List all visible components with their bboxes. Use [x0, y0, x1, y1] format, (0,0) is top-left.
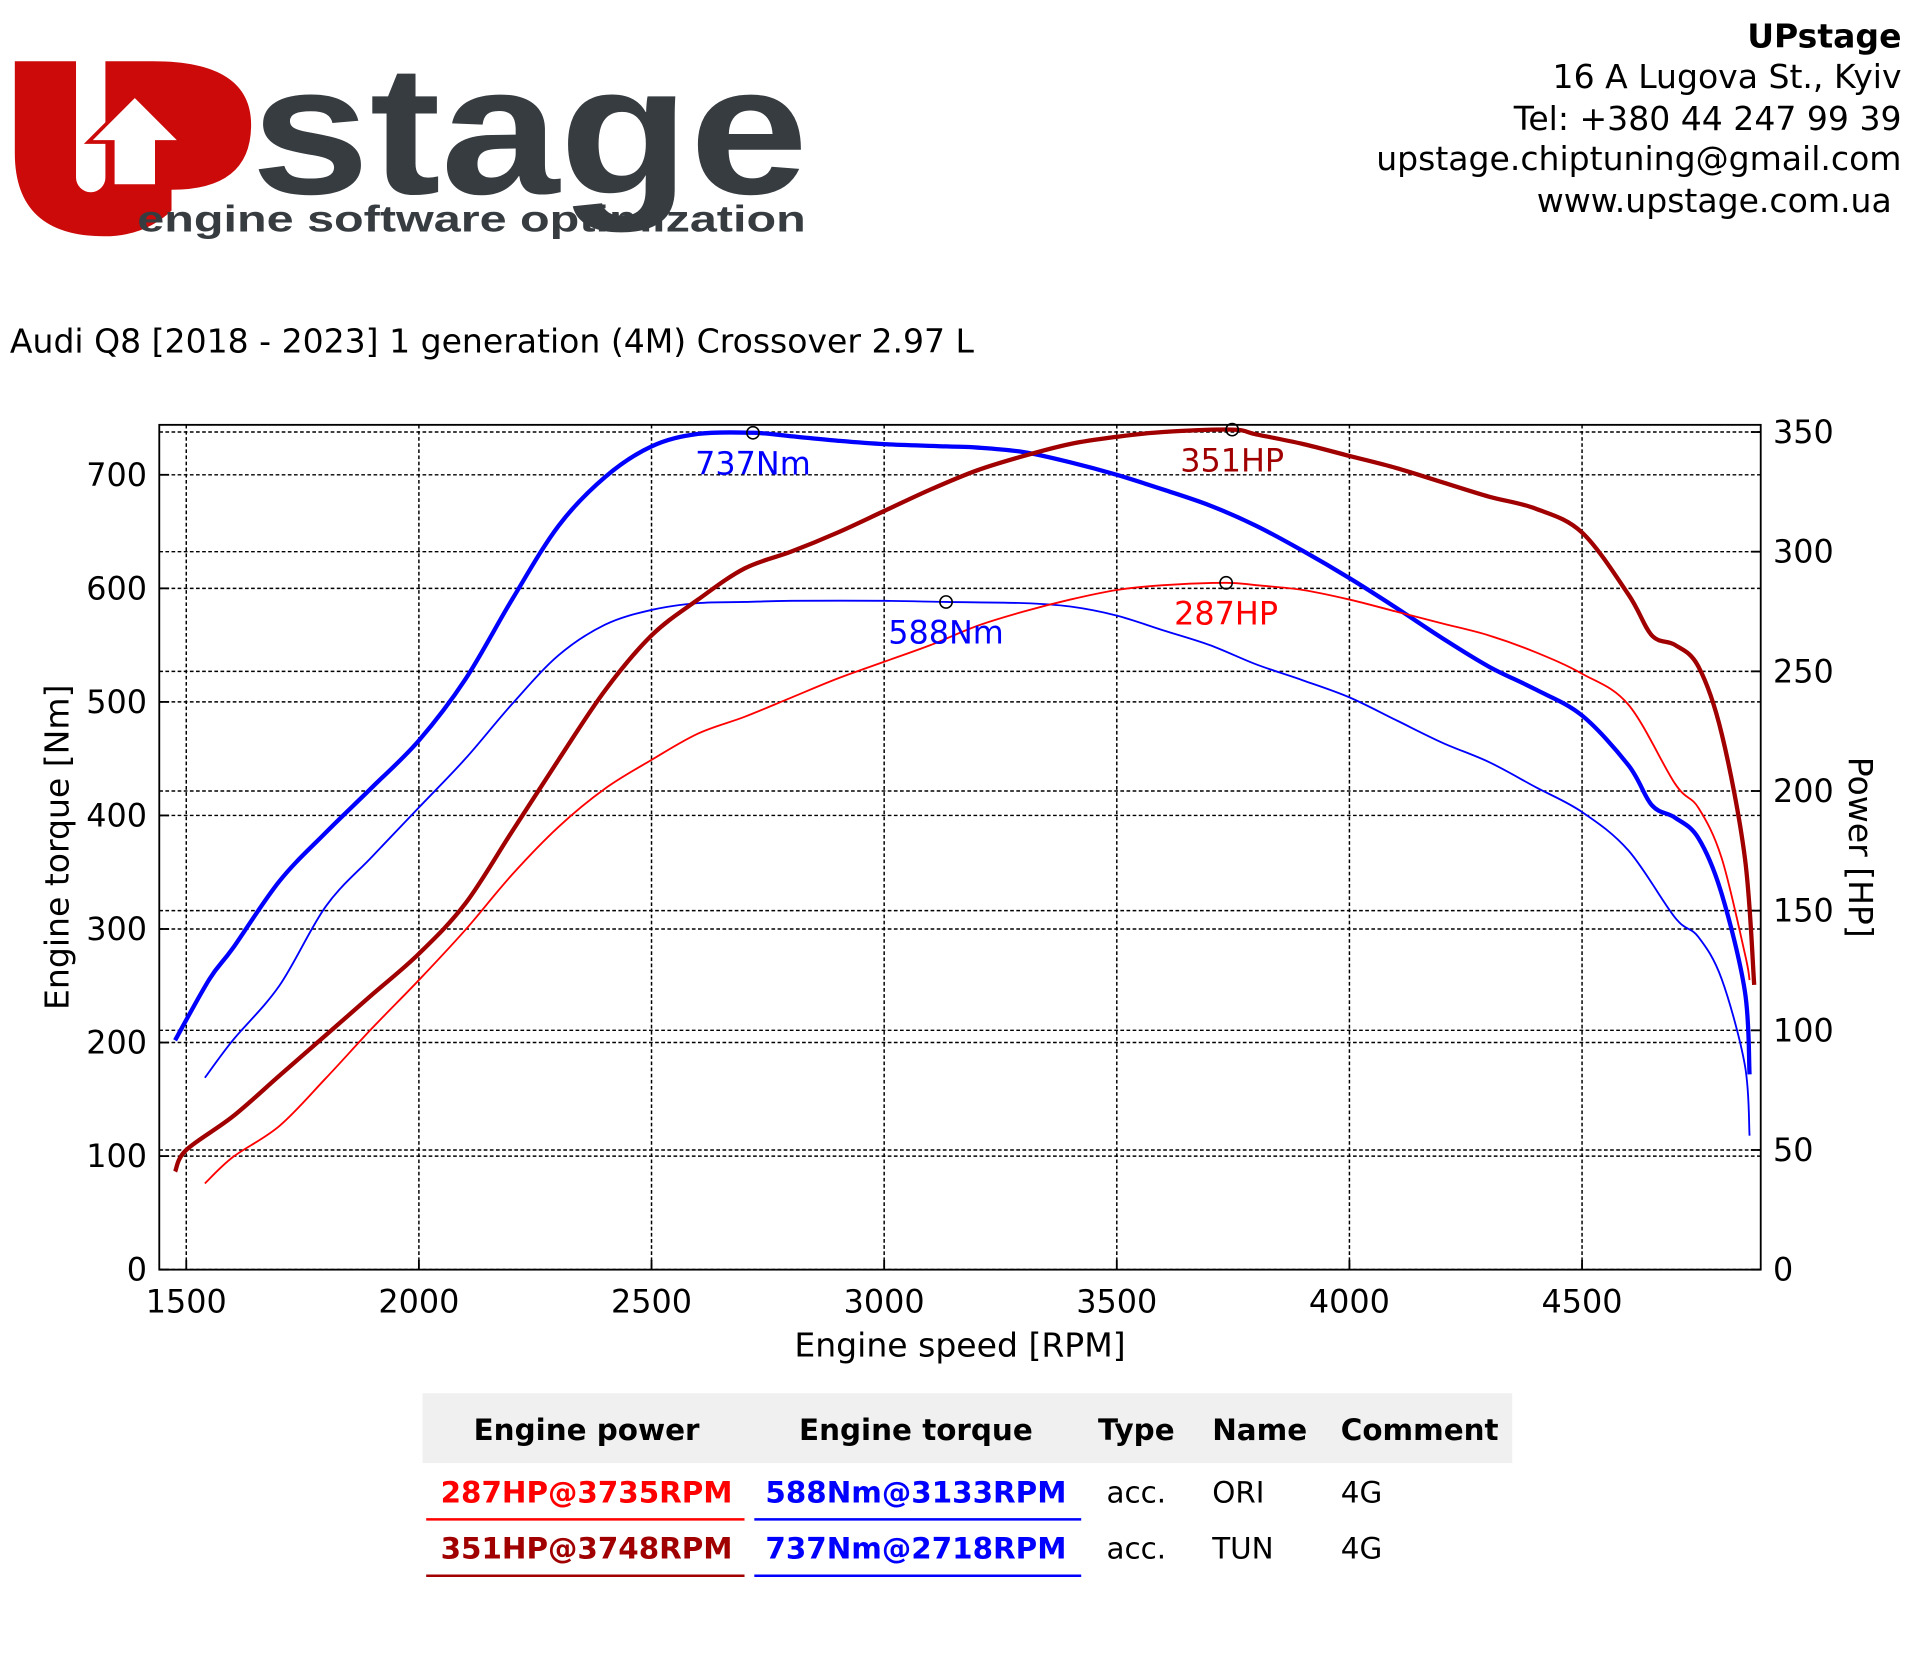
x-tick-label: 1500 — [146, 1282, 227, 1320]
y-tick-label: 400 — [86, 796, 147, 834]
x-tick-label: 2000 — [378, 1282, 459, 1320]
website: www.upstage.com.ua — [1537, 181, 1892, 220]
table-cell: TUN — [1211, 1532, 1273, 1566]
table: Engine power Engine torque Type Name Comment… — [426, 1413, 1499, 1577]
y-tick-label: 500 — [86, 683, 147, 721]
peak-label: 351HP — [1180, 441, 1284, 479]
peak-marker — [1219, 575, 1234, 590]
y2-tick-label: 200 — [1773, 772, 1834, 810]
logo-arrow — [83, 92, 186, 188]
table-cell: 4G — [1341, 1532, 1382, 1566]
y-tick-label: 100 — [86, 1137, 147, 1175]
peak-label: 588Nm — [888, 614, 1004, 652]
y2-tick-label: 100 — [1773, 1011, 1834, 1049]
logo: stage engine software optimization — [14, 27, 808, 239]
table-cell: acc. — [1106, 1532, 1166, 1566]
y-tick-label: 0 — [127, 1251, 147, 1289]
table-header-cell: Engine torque — [799, 1413, 1033, 1447]
peak-label: 737Nm — [695, 444, 811, 482]
table-header-cell: Engine power — [474, 1413, 700, 1447]
table-cell: ORI — [1212, 1475, 1264, 1509]
peak-marker — [1225, 422, 1240, 437]
y2-tick-label: 350 — [1773, 413, 1834, 451]
table-cell: 351HP@3748RPM — [441, 1532, 733, 1566]
series-line — [204, 599, 1751, 1136]
email: upstage.chiptuning@gmail.com — [1376, 139, 1901, 178]
logo-text: stage — [251, 27, 808, 232]
peak-marker — [939, 595, 953, 609]
address: 16 A Lugova St., Kyiv — [1553, 57, 1902, 96]
x-axis-label: Engine speed [RPM] — [794, 1326, 1125, 1365]
series-line — [173, 427, 1757, 1173]
table-cell: 737Nm@2718RPM — [765, 1532, 1066, 1566]
y-tick-label: 600 — [86, 569, 147, 607]
chart-title: Audi Q8 [2018 - 2023] 1 generation (4M) … — [10, 322, 975, 361]
plot-frame — [158, 423, 1762, 1271]
table-header-band — [422, 1393, 1513, 1464]
series-line — [173, 430, 1752, 1075]
series-line — [204, 581, 1751, 1185]
y2-tick-label: 50 — [1773, 1131, 1814, 1169]
y-tick-label: 200 — [86, 1024, 147, 1062]
table-cell: acc. — [1106, 1475, 1166, 1509]
table-cell: 4G — [1341, 1475, 1382, 1509]
y-tick-label: 700 — [86, 456, 147, 494]
y2-tick-label: 300 — [1773, 533, 1834, 571]
table-cell: 588Nm@3133RPM — [765, 1475, 1066, 1509]
company-name: UPstage — [1747, 17, 1901, 56]
y2-axis-label: Power [HP] — [1841, 757, 1880, 938]
phone: Tel: +380 44 247 99 39 — [1513, 99, 1902, 138]
x-tick-label: 4500 — [1542, 1282, 1623, 1320]
table-header-cell: Type — [1098, 1413, 1175, 1447]
y2-tick-label: 250 — [1773, 652, 1834, 690]
logo-tagline: engine software optimization — [137, 198, 805, 239]
y-tick-label: 300 — [86, 910, 147, 948]
x-tick-label: 3500 — [1076, 1282, 1157, 1320]
table-cell: 287HP@3735RPM — [441, 1475, 733, 1509]
x-tick-label: 3000 — [844, 1282, 925, 1320]
y2-tick-label: 0 — [1773, 1251, 1793, 1289]
peak-label: 287HP — [1174, 594, 1278, 632]
x-tick-label: 2500 — [611, 1282, 692, 1320]
table-header-cell: Name — [1212, 1413, 1307, 1447]
peak-marker — [746, 425, 760, 440]
y-axis-label: Engine torque [Nm] — [38, 685, 77, 1010]
contacts: UPstage 16 A Lugova St., Kyiv Tel: +380 … — [1376, 17, 1901, 220]
table-header-cell: Comment — [1341, 1413, 1499, 1447]
y2-tick-label: 150 — [1773, 892, 1834, 930]
plot: 1500 2000 2500 3000 3500 4000 4500010020030040… — [86, 413, 1833, 1320]
x-tick-label: 4000 — [1309, 1282, 1390, 1320]
